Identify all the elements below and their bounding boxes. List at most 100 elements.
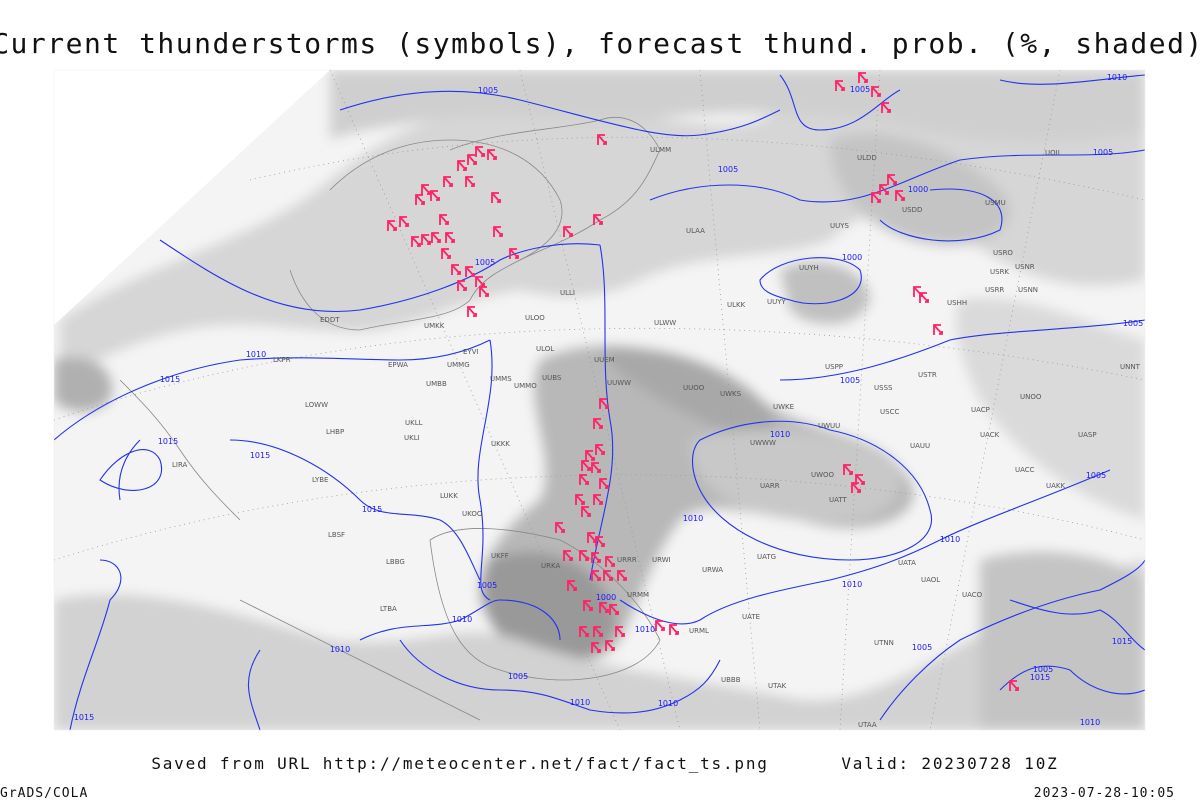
station-code: URRR bbox=[617, 556, 637, 564]
thunderstorm-symbol bbox=[591, 570, 601, 581]
thunderstorm-symbol bbox=[887, 174, 897, 185]
thunderstorm-symbol bbox=[487, 149, 497, 160]
station-code: USMU bbox=[985, 199, 1006, 207]
isobar-label: 1010 bbox=[940, 535, 960, 544]
station-code: EYVI bbox=[463, 348, 479, 356]
thunderstorm-symbol bbox=[593, 214, 603, 225]
thunderstorm-symbol bbox=[509, 248, 519, 259]
station-code: UTNN bbox=[874, 639, 894, 647]
station-code: USNR bbox=[1015, 263, 1035, 271]
thunderstorm-symbol bbox=[451, 264, 461, 275]
thunderstorm-symbol bbox=[593, 626, 603, 637]
station-code: EPWA bbox=[388, 361, 408, 369]
station-code: UAOL bbox=[921, 576, 940, 584]
station-code: UAUU bbox=[910, 442, 930, 450]
thunderstorm-symbol bbox=[605, 640, 615, 651]
thunderstorm-symbol bbox=[855, 474, 865, 485]
station-code: USRK bbox=[990, 268, 1009, 276]
station-code: ULWW bbox=[654, 319, 676, 327]
isobar-label: 1005 bbox=[1033, 665, 1053, 674]
thunderstorm-symbol bbox=[575, 494, 585, 505]
thunderstorm-symbol bbox=[591, 552, 601, 563]
station-code: UWKE bbox=[773, 403, 794, 411]
thunderstorm-symbol bbox=[457, 280, 467, 291]
station-code: USDD bbox=[902, 206, 922, 214]
isobar-label: 1005 bbox=[840, 376, 860, 385]
station-code: UKOO bbox=[462, 510, 483, 518]
station-code: UTAK bbox=[768, 682, 787, 690]
thunderstorm-symbol bbox=[858, 72, 868, 83]
thunderstorm-symbol bbox=[475, 146, 485, 157]
thunderstorm-symbol bbox=[563, 226, 573, 237]
station-code: UUYH bbox=[799, 264, 819, 272]
station-code: UATA bbox=[898, 559, 916, 567]
isobar-label: 1015 bbox=[160, 375, 180, 384]
station-code: UACP bbox=[971, 406, 990, 414]
thunderstorm-symbol bbox=[1009, 680, 1019, 691]
station-code: ULDD bbox=[857, 154, 877, 162]
station-code: ULLI bbox=[560, 289, 575, 297]
station-code: USCC bbox=[880, 408, 899, 416]
thunderstorm-symbol bbox=[581, 460, 591, 471]
station-code: UACO bbox=[962, 591, 983, 599]
station-code: ULOO bbox=[525, 314, 545, 322]
station-code: UWKS bbox=[720, 390, 742, 398]
station-code: UWWW bbox=[750, 439, 776, 447]
station-code: UWUU bbox=[818, 422, 840, 430]
isobar-label: 1010 bbox=[658, 699, 678, 708]
thunderstorm-symbol bbox=[919, 292, 929, 303]
station-code: LYBE bbox=[312, 476, 328, 484]
isobar-label: 1005 bbox=[508, 672, 528, 681]
station-code: USSS bbox=[874, 384, 893, 392]
title: Current thunderstorms (symbols), forecas… bbox=[0, 27, 1200, 60]
station-code: ULOL bbox=[536, 345, 554, 353]
station-code: URMM bbox=[627, 591, 649, 599]
thunderstorm-symbol bbox=[421, 184, 431, 195]
isobar-label: 1015 bbox=[158, 437, 178, 446]
thunderstorm-symbol bbox=[467, 306, 477, 317]
station-code: UKKK bbox=[491, 440, 510, 448]
station-code: UNNT bbox=[1120, 363, 1141, 371]
thunderstorm-symbol bbox=[439, 214, 449, 225]
station-code: URML bbox=[689, 627, 709, 635]
station-code: UARR bbox=[760, 482, 780, 490]
valid-time: Valid: 20230728 10Z bbox=[841, 754, 1058, 773]
thunderstorm-symbol bbox=[593, 494, 603, 505]
map-area: ULMM ULDD UOII USDD USMU UUYS ULAA UUYH UUYY ULKK… bbox=[54, 70, 1145, 730]
isobar-label: 1010 bbox=[683, 514, 703, 523]
thunderstorm-symbol bbox=[441, 248, 451, 259]
thunderstorm-symbol bbox=[465, 266, 475, 277]
isobar-label: 1005 bbox=[478, 86, 498, 95]
isobar-label: 1005 bbox=[477, 581, 497, 590]
isobar-label: 1000 bbox=[908, 185, 928, 194]
isobar-label: 1005 bbox=[912, 643, 932, 652]
isobar-label: 1010 bbox=[1080, 718, 1100, 727]
isobar-label: 1000 bbox=[842, 253, 862, 262]
thunderstorm-symbol bbox=[465, 176, 475, 187]
thunderstorm-symbol bbox=[443, 176, 453, 187]
station-code: USPP bbox=[825, 363, 843, 371]
probability-shading bbox=[54, 70, 1145, 730]
thunderstorm-symbol bbox=[421, 234, 431, 245]
thunderstorm-symbol bbox=[879, 184, 889, 195]
thunderstorm-symbol bbox=[843, 464, 853, 475]
station-code: UMKK bbox=[424, 322, 445, 330]
map-frame bbox=[53, 69, 1146, 731]
isobar-label: 1010 bbox=[842, 580, 862, 589]
isobar-label: 1015 bbox=[1112, 637, 1132, 646]
isobar-label: 1010 bbox=[635, 625, 655, 634]
station-code: UMMG bbox=[447, 361, 470, 369]
station-code: LTBA bbox=[380, 605, 397, 613]
thunderstorm-symbol bbox=[615, 626, 625, 637]
thunderstorm-symbol bbox=[881, 102, 891, 113]
thunderstorm-symbol bbox=[599, 478, 609, 489]
station-code: USHH bbox=[947, 299, 967, 307]
thunderstorm-symbol bbox=[669, 624, 679, 635]
thunderstorm-symbol bbox=[609, 604, 619, 615]
thunderstorm-symbol bbox=[563, 550, 573, 561]
isobar-label: 1010 bbox=[246, 350, 266, 359]
thunderstorm-symbol bbox=[617, 570, 627, 581]
isobar-label: 1015 bbox=[1030, 673, 1050, 682]
